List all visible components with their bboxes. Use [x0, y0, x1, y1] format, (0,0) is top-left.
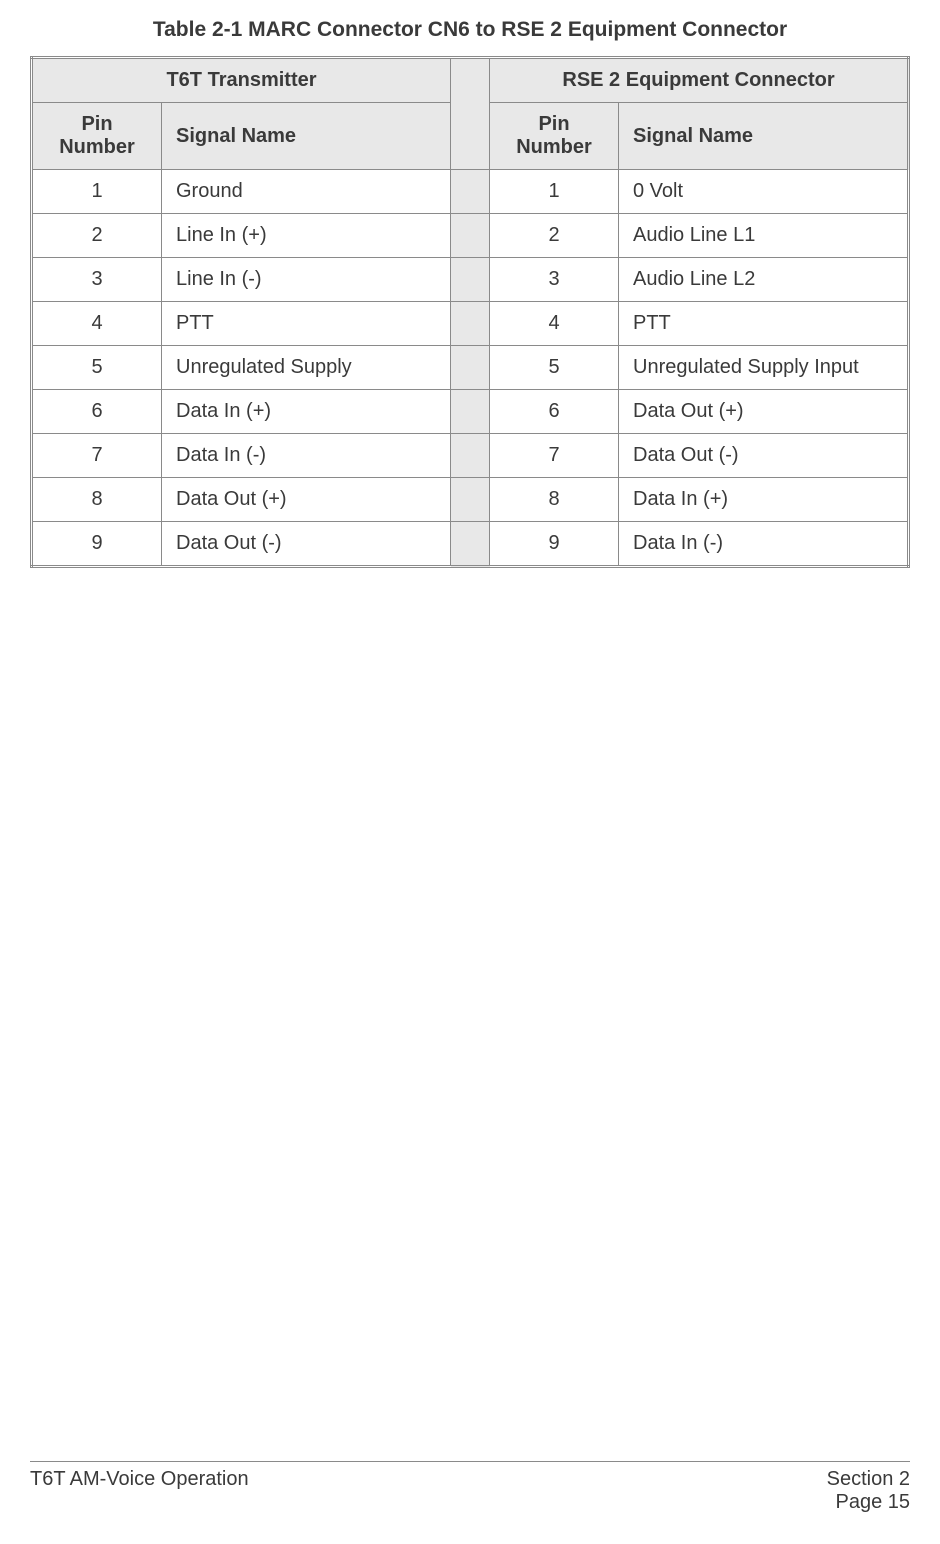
cell-gap [451, 522, 490, 567]
cell-gap [451, 302, 490, 346]
cell-lsig: Data Out (+) [162, 478, 451, 522]
cell-lpin: 9 [32, 522, 162, 567]
cell-lpin: 3 [32, 258, 162, 302]
header-left-pin: Pin Number [32, 103, 162, 170]
cell-rsig: PTT [619, 302, 909, 346]
cell-rsig: Data In (+) [619, 478, 909, 522]
cell-lsig: Data Out (-) [162, 522, 451, 567]
cell-rpin: 9 [490, 522, 619, 567]
cell-rsig: Audio Line L2 [619, 258, 909, 302]
cell-gap [451, 214, 490, 258]
cell-rsig: Data Out (-) [619, 434, 909, 478]
header-right-signal: Signal Name [619, 103, 909, 170]
cell-gap [451, 434, 490, 478]
cell-rpin: 4 [490, 302, 619, 346]
cell-rpin: 7 [490, 434, 619, 478]
connector-table: T6T Transmitter RSE 2 Equipment Connecto… [30, 56, 910, 568]
cell-gap [451, 258, 490, 302]
table-row: 1 Ground 1 0 Volt [32, 170, 909, 214]
footer-left: T6T AM-Voice Operation [30, 1468, 249, 1491]
table-row: 2 Line In (+) 2 Audio Line L1 [32, 214, 909, 258]
cell-rpin: 5 [490, 346, 619, 390]
cell-rsig: 0 Volt [619, 170, 909, 214]
footer-page: Page 15 [827, 1491, 910, 1514]
header-gap [451, 58, 490, 170]
cell-gap [451, 170, 490, 214]
cell-rsig: Audio Line L1 [619, 214, 909, 258]
cell-lpin: 4 [32, 302, 162, 346]
table-row: 3 Line In (-) 3 Audio Line L2 [32, 258, 909, 302]
cell-lpin: 1 [32, 170, 162, 214]
cell-rpin: 3 [490, 258, 619, 302]
cell-rsig: Data In (-) [619, 522, 909, 567]
cell-rpin: 1 [490, 170, 619, 214]
table-row: 8 Data Out (+) 8 Data In (+) [32, 478, 909, 522]
page-footer: T6T AM-Voice Operation Section 2 Page 15 [30, 1461, 910, 1514]
table-row: 9 Data Out (-) 9 Data In (-) [32, 522, 909, 567]
cell-lpin: 5 [32, 346, 162, 390]
cell-lsig: Line In (+) [162, 214, 451, 258]
cell-rsig: Unregulated Supply Input [619, 346, 909, 390]
cell-lpin: 6 [32, 390, 162, 434]
cell-lsig: Ground [162, 170, 451, 214]
cell-lpin: 7 [32, 434, 162, 478]
cell-rpin: 6 [490, 390, 619, 434]
header-left-signal: Signal Name [162, 103, 451, 170]
cell-rsig: Data Out (+) [619, 390, 909, 434]
header-right-pin: Pin Number [490, 103, 619, 170]
cell-lsig: Data In (-) [162, 434, 451, 478]
header-right-group: RSE 2 Equipment Connector [490, 58, 909, 103]
cell-lsig: PTT [162, 302, 451, 346]
cell-lsig: Data In (+) [162, 390, 451, 434]
cell-lpin: 8 [32, 478, 162, 522]
table-caption: Table 2-1 MARC Connector CN6 to RSE 2 Eq… [30, 18, 910, 42]
header-left-group: T6T Transmitter [32, 58, 451, 103]
cell-rpin: 8 [490, 478, 619, 522]
cell-lsig: Unregulated Supply [162, 346, 451, 390]
table-row: 7 Data In (-) 7 Data Out (-) [32, 434, 909, 478]
cell-gap [451, 346, 490, 390]
table-row: 5 Unregulated Supply 5 Unregulated Suppl… [32, 346, 909, 390]
cell-gap [451, 478, 490, 522]
cell-lsig: Line In (-) [162, 258, 451, 302]
cell-gap [451, 390, 490, 434]
cell-rpin: 2 [490, 214, 619, 258]
table-row: 6 Data In (+) 6 Data Out (+) [32, 390, 909, 434]
table-row: 4 PTT 4 PTT [32, 302, 909, 346]
cell-lpin: 2 [32, 214, 162, 258]
footer-section: Section 2 [827, 1468, 910, 1491]
